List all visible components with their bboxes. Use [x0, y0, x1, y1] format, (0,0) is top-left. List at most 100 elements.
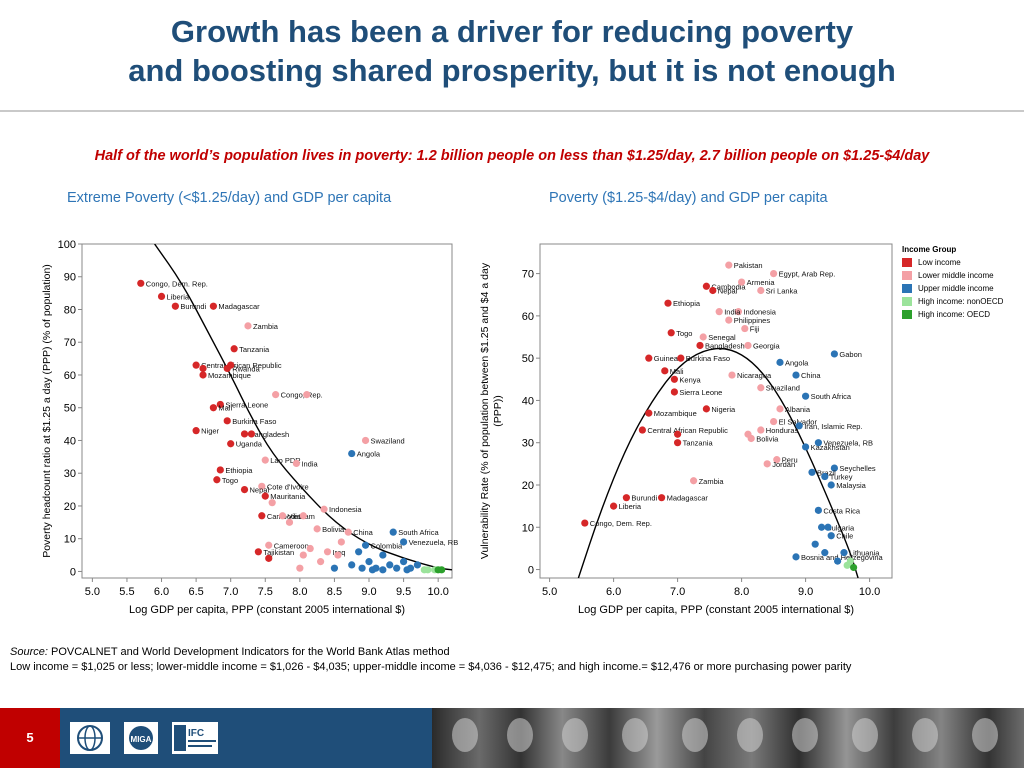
point-label: Sri Lanka — [766, 287, 799, 296]
legend-item: Upper middle income — [902, 282, 1024, 295]
point-label: China — [801, 371, 821, 380]
source-label: Source: — [10, 646, 48, 658]
point-label: Kazakhstan — [811, 443, 850, 452]
point-label: Swaziland — [766, 384, 800, 393]
data-point — [334, 551, 342, 559]
data-point — [247, 430, 256, 438]
point-label: Togo — [676, 329, 692, 338]
data-point — [757, 286, 765, 295]
x-tick-label: 6.5 — [188, 586, 203, 598]
legend-item: Lower middle income — [902, 269, 1024, 282]
data-point — [303, 391, 311, 399]
data-point — [776, 358, 784, 366]
point-label: Mali — [670, 367, 684, 376]
x-tick-label: 9.0 — [798, 586, 813, 598]
point-label: Uganda — [236, 440, 263, 449]
data-point — [358, 564, 366, 572]
point-label: Senegal — [708, 333, 736, 342]
data-point — [268, 499, 276, 507]
data-point — [330, 564, 339, 572]
point-label: Venezuela, RB — [823, 439, 873, 448]
legend-label: High income: nonOECD — [918, 297, 1004, 306]
slide-title: Growth has been a driver for reducing po… — [0, 12, 1024, 90]
legend-item: High income: nonOECD — [902, 295, 1024, 308]
y-tick-label: 20 — [522, 480, 534, 492]
data-point — [157, 292, 166, 300]
point-label: Burundi — [631, 494, 657, 503]
point-label: Armenia — [747, 278, 776, 287]
data-point — [670, 375, 678, 383]
data-point — [830, 350, 838, 358]
point-label: Kenya — [679, 375, 701, 384]
data-point — [747, 434, 755, 443]
data-point — [770, 269, 778, 278]
data-point — [661, 367, 669, 375]
right-chart-title: Poverty ($1.25-$4/day) and GDP per capit… — [549, 190, 828, 206]
data-point — [316, 558, 325, 566]
data-point — [216, 466, 224, 474]
point-label: Nigeria — [711, 405, 736, 414]
point-label: Tanzania — [239, 345, 270, 354]
point-label: Cameroon — [274, 541, 309, 550]
point-label: Brazil — [817, 468, 836, 477]
data-point — [830, 464, 838, 472]
point-label: Iran, Islamic Rep. — [804, 422, 862, 431]
data-point — [610, 502, 618, 510]
data-point — [386, 561, 394, 569]
data-point — [299, 512, 307, 520]
point-label: Congo, Dem. Rep. — [590, 519, 652, 528]
point-label: Gabon — [839, 350, 862, 359]
point-label: Mozambique — [654, 409, 697, 418]
legend-swatch — [902, 310, 912, 319]
point-label: Indonesia — [743, 308, 776, 317]
data-point — [438, 566, 446, 574]
data-point — [709, 286, 717, 295]
legend-label: Upper middle income — [918, 284, 994, 293]
data-point — [674, 430, 682, 438]
point-label: Egypt, Arab Rep. — [779, 270, 836, 279]
y-tick-label: 50 — [522, 353, 534, 365]
data-point — [361, 541, 370, 549]
y-tick-label: 40 — [522, 395, 534, 407]
data-point — [702, 282, 710, 290]
data-point — [622, 494, 630, 502]
data-point — [258, 482, 266, 490]
data-point — [413, 561, 422, 569]
data-point — [292, 459, 300, 467]
data-point — [725, 316, 733, 324]
data-point — [776, 405, 784, 413]
data-point — [728, 371, 736, 379]
data-point — [738, 278, 746, 286]
y-tick-label: 70 — [522, 269, 534, 281]
data-point — [795, 422, 803, 430]
data-point — [344, 528, 352, 536]
data-point — [840, 549, 848, 557]
data-point — [821, 472, 829, 481]
data-point — [808, 468, 816, 476]
data-point — [223, 417, 231, 425]
x-tick-label: 10.0 — [427, 586, 448, 598]
x-tick-label: 8.0 — [292, 586, 307, 598]
data-point — [261, 492, 269, 500]
point-label: Bangladesh — [705, 341, 745, 350]
point-label: Togo — [222, 476, 238, 485]
point-label: Ethiopia — [673, 299, 701, 308]
data-point — [581, 519, 589, 527]
data-point — [725, 261, 733, 269]
point-label: South Africa — [811, 392, 852, 401]
data-point — [365, 558, 373, 566]
point-label: Peru — [782, 456, 798, 465]
x-tick-label: 7.5 — [258, 586, 273, 598]
data-point — [802, 443, 810, 451]
point-label: Fiji — [750, 325, 760, 334]
slide-title-line1: Growth has been a driver for reducing po… — [170, 14, 854, 49]
x-tick-label: 7.0 — [670, 586, 685, 598]
legend-title: Income Group — [902, 245, 957, 254]
legend-item: Low income — [902, 256, 1024, 269]
data-point — [355, 548, 363, 556]
legend-swatch — [902, 258, 912, 267]
point-label: Central African Republic — [647, 426, 728, 435]
data-point — [230, 345, 238, 353]
point-label: Zambia — [253, 322, 279, 331]
x-tick-label: 8.0 — [734, 586, 749, 598]
